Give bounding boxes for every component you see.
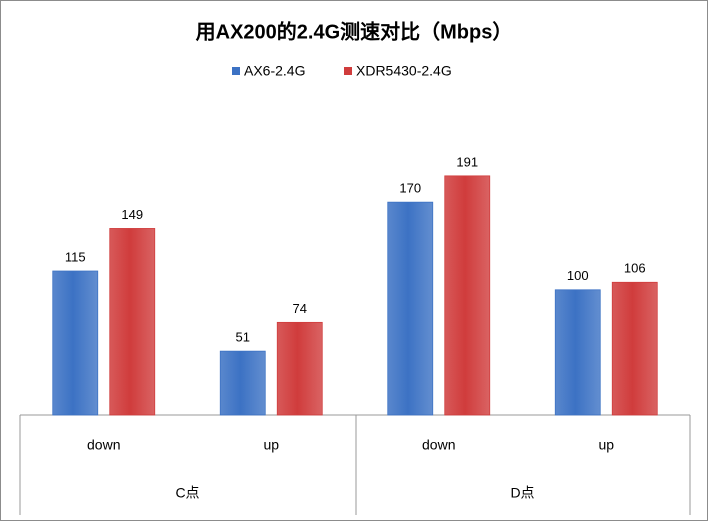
data-label: 51 [236, 330, 250, 345]
data-label: 74 [293, 301, 307, 316]
bar [109, 228, 156, 416]
legend-swatch [344, 67, 352, 75]
data-label: 106 [624, 261, 646, 276]
chart-title: 用AX200的2.4G测速对比（Mbps） [196, 19, 513, 43]
x-tick-label: down [87, 437, 120, 453]
x-tick-label: down [422, 437, 455, 453]
bar [611, 281, 658, 416]
data-label: 191 [456, 154, 478, 169]
group-label: D点 [510, 485, 534, 501]
data-label: 100 [567, 268, 589, 283]
bar [387, 201, 434, 416]
legend-label: XDR5430-2.4G [356, 63, 452, 79]
bar [276, 321, 323, 416]
bar [444, 175, 491, 416]
legend-swatch [232, 67, 240, 75]
bar [219, 350, 266, 416]
data-label: 170 [399, 181, 421, 196]
legend-label: AX6-2.4G [244, 63, 305, 79]
x-tick-label: up [263, 437, 279, 453]
data-label: 115 [65, 249, 86, 264]
data-label: 149 [121, 207, 143, 222]
group-label: C点 [175, 485, 199, 501]
x-tick-label: up [598, 437, 614, 453]
bar [554, 289, 601, 416]
bar [52, 270, 99, 416]
